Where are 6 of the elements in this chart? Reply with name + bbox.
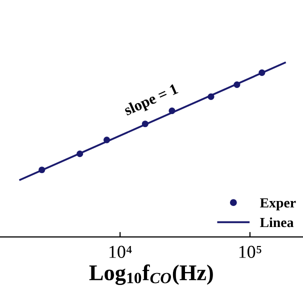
- x-axis-title: Log$_{10}$f$_{CO}$(Hz): [89, 264, 213, 285]
- legend-label: Exper: [260, 198, 296, 210]
- legend-label: Linea: [260, 217, 294, 228]
- annotation: slope = 1: [123, 83, 180, 118]
- x-tick-label: 10⁵: [239, 246, 262, 258]
- x-tick-label: 10⁴: [109, 246, 132, 258]
